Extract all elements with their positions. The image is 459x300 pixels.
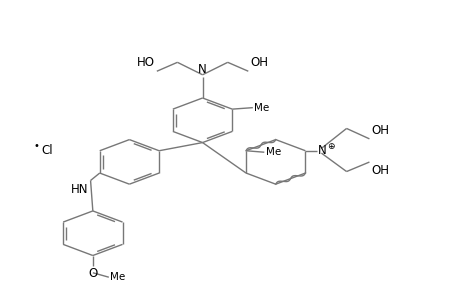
Text: Me: Me (254, 103, 269, 112)
Text: OH: OH (371, 124, 389, 137)
Text: O: O (88, 267, 97, 280)
Text: HO: HO (136, 56, 154, 69)
Text: ⊕: ⊕ (326, 142, 334, 151)
Text: N: N (318, 144, 326, 157)
Text: OH: OH (250, 56, 268, 69)
Text: N: N (198, 63, 207, 76)
Text: •: • (34, 141, 39, 152)
Text: HN: HN (71, 183, 88, 196)
Text: Cl: Cl (41, 143, 53, 157)
Text: Me: Me (110, 272, 125, 282)
Text: OH: OH (371, 164, 389, 176)
Text: Me: Me (265, 147, 280, 157)
